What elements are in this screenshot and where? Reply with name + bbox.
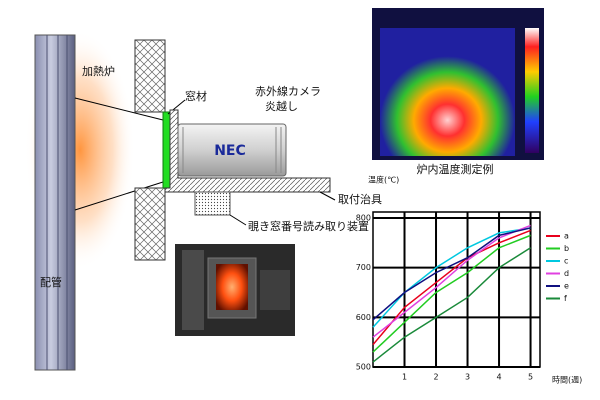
y-tick-label: 600 bbox=[356, 313, 371, 322]
y-axis-label: 温度(℃) bbox=[368, 175, 399, 185]
photo-glow bbox=[216, 264, 248, 310]
thermal-caption: 炉内温度測定例 bbox=[417, 162, 494, 176]
x-tick-label: 4 bbox=[496, 373, 501, 382]
window-material bbox=[162, 111, 171, 189]
legend-label: c bbox=[564, 257, 568, 266]
series-line bbox=[372, 227, 531, 328]
plot-frame bbox=[372, 211, 541, 368]
legend-label: d bbox=[564, 269, 569, 278]
photo-detail bbox=[260, 270, 290, 310]
legend-label: e bbox=[564, 282, 569, 291]
leader bbox=[229, 214, 247, 226]
y-tick-label: 500 bbox=[356, 363, 371, 372]
wall-lower bbox=[134, 187, 166, 261]
window-label: 窓材 bbox=[185, 89, 207, 103]
thermal-colorbar bbox=[525, 28, 539, 153]
photo-detail bbox=[182, 250, 204, 330]
pipe-label: 配管 bbox=[40, 275, 62, 289]
series-line bbox=[372, 234, 531, 353]
thermal-scene bbox=[380, 28, 515, 156]
camera-fins bbox=[182, 127, 282, 173]
y-tick-label: 800 bbox=[356, 214, 371, 223]
legend-label: a bbox=[564, 232, 569, 241]
x-axis-label: 時間(週) bbox=[552, 376, 582, 385]
series-line bbox=[372, 227, 531, 321]
furnace-label: 加熱炉 bbox=[82, 65, 115, 78]
legend-label: f bbox=[564, 294, 567, 303]
leader bbox=[319, 191, 336, 201]
reader-device bbox=[194, 191, 231, 216]
jig-label: 取付治具 bbox=[338, 192, 382, 206]
y-tick-label: 700 bbox=[356, 263, 371, 272]
camera bbox=[177, 123, 287, 177]
pipe bbox=[34, 34, 76, 371]
camera-label: 炎越し bbox=[265, 99, 298, 113]
series-line bbox=[372, 247, 531, 363]
x-tick-label: 5 bbox=[528, 373, 533, 382]
reader-label: 覗き窓番号読み取り装置 bbox=[248, 219, 369, 233]
x-tick-label: 1 bbox=[402, 373, 407, 382]
x-tick-label: 3 bbox=[465, 373, 470, 382]
camera-label: 赤外線カメラ bbox=[255, 84, 321, 98]
x-tick-label: 2 bbox=[433, 373, 438, 382]
wall-upper bbox=[134, 39, 166, 113]
view-lines bbox=[74, 97, 164, 211]
series-line bbox=[372, 229, 531, 346]
series-line bbox=[372, 224, 531, 338]
pipe-stripes bbox=[46, 35, 68, 370]
legend-label: b bbox=[564, 244, 569, 253]
camera-brand: NEC bbox=[214, 143, 246, 159]
